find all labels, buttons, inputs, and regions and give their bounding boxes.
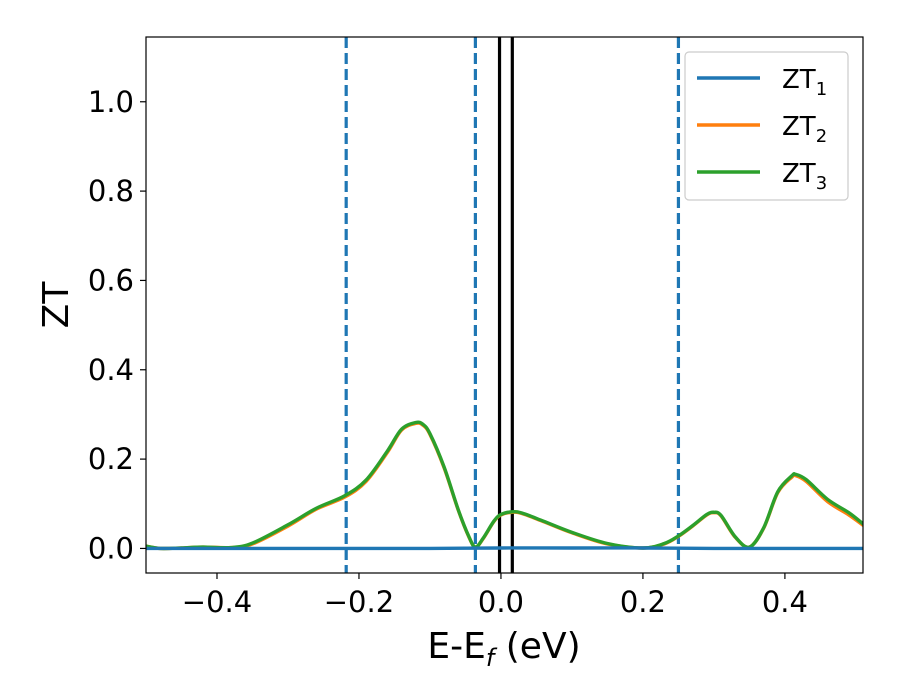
y-axis-title: ZT (36, 281, 77, 329)
y-tick-label: 0.6 (88, 263, 134, 297)
x-tick-label: 0.2 (620, 585, 666, 619)
legend-box (684, 51, 849, 201)
series-line-zt3 (146, 420, 863, 551)
y-tick-label: 0.0 (88, 531, 134, 565)
legend-label-zt1: ZT1 (782, 65, 827, 100)
legend-label-zt3: ZT3 (782, 159, 827, 194)
series-line-zt1 (146, 546, 863, 551)
y-tick-label: 0.4 (88, 353, 134, 387)
y-tick-label: 0.8 (88, 174, 134, 208)
legend-label-zt2: ZT2 (782, 112, 827, 147)
plot-frame (145, 36, 864, 574)
x-tick-label: −0.2 (324, 585, 394, 619)
x-axis-title-unit: (eV) (494, 626, 580, 667)
x-tick-label: 0.4 (762, 585, 808, 619)
y-tick-label: 1.0 (88, 85, 134, 119)
y-axis: 0.0 0.2 0.4 0.6 0.8 1.0 (88, 85, 146, 565)
x-tick-label: 0.0 (478, 585, 524, 619)
legend: ZT1 ZT2 ZT3 (684, 51, 849, 201)
x-tick-label: −0.4 (182, 585, 252, 619)
y-tick-label: 0.2 (88, 442, 134, 476)
x-axis-title: E-Ef (eV) (427, 626, 580, 672)
plot-lines (146, 37, 863, 573)
x-axis: −0.4 −0.2 0.0 0.2 0.4 (182, 573, 808, 619)
